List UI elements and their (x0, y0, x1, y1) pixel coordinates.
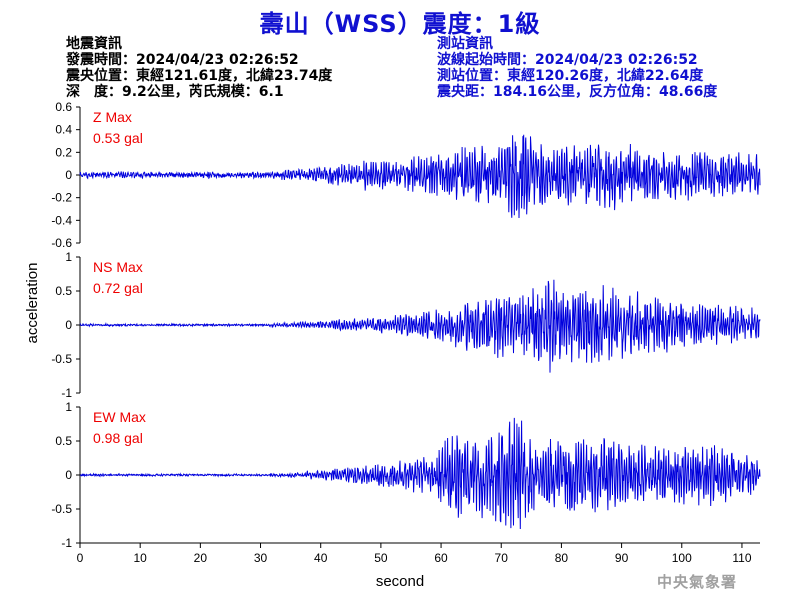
x-tick-label: 60 (434, 551, 448, 565)
waveform-ew (79, 417, 761, 530)
y-tick-label-z: 0.4 (55, 123, 72, 137)
peak-label-ew: EW Max (93, 409, 146, 425)
peak-label-z: Z Max (93, 109, 132, 125)
x-tick-label: 80 (555, 551, 569, 565)
station-info-block: 測站資訊 波線起始時間：2024/04/23 02:26:52 測站位置：東經1… (437, 36, 717, 100)
y-tick-label-ew: 1 (65, 400, 72, 414)
epicenter-location: 震央位置：東經121.61度，北緯23.74度 (66, 68, 333, 84)
peak-value-z: 0.53 gal (93, 130, 143, 146)
y-tick-label-ew: 0.5 (55, 434, 72, 448)
y-tick-label-ns: 0.5 (55, 284, 72, 298)
x-axis-title: second (376, 573, 424, 590)
x-tick-label: 70 (495, 551, 509, 565)
y-tick-label-ns: -1 (61, 386, 72, 400)
x-tick-label: 90 (615, 551, 629, 565)
x-tick-label: 20 (194, 551, 208, 565)
x-tick-label: 50 (374, 551, 388, 565)
origin-time: 發震時間：2024/04/23 02:26:52 (66, 52, 299, 68)
station-info-heading: 測站資訊 (437, 36, 493, 52)
y-tick-label-ew: -1 (61, 536, 72, 550)
y-tick-label-ew: -0.5 (51, 502, 72, 516)
depth-magnitude: 深 度：9.2公里，芮氏規模：6.1 (66, 84, 284, 100)
x-tick-label: 40 (314, 551, 328, 565)
y-tick-label-z: 0 (65, 168, 72, 182)
peak-value-ns: 0.72 gal (93, 280, 143, 296)
waveform-z (79, 134, 761, 219)
x-tick-label: 0 (77, 551, 84, 565)
x-tick-label: 30 (254, 551, 268, 565)
waveform-start-time: 波線起始時間：2024/04/23 02:26:52 (437, 52, 698, 68)
y-tick-label-ns: 1 (65, 250, 72, 264)
y-axis-title: acceleration (24, 263, 41, 344)
y-tick-label-z: -0.4 (51, 213, 72, 227)
agency-credit: 中央氣象署 (657, 573, 738, 591)
x-tick-label: 10 (133, 551, 147, 565)
y-tick-label-ew: 0 (65, 468, 72, 482)
earthquake-info-block: 地震資訊 發震時間：2024/04/23 02:26:52 震央位置：東經121… (66, 36, 332, 100)
x-tick-label: 100 (672, 551, 692, 565)
y-tick-label-z: -0.6 (51, 236, 72, 250)
waveform-ns (79, 279, 761, 373)
station-location: 測站位置：東經120.26度，北緯22.64度 (437, 68, 704, 84)
y-tick-label-ns: -0.5 (51, 352, 72, 366)
x-tick-label: 110 (732, 551, 751, 565)
peak-label-ns: NS Max (93, 259, 143, 275)
earthquake-info-heading: 地震資訊 (66, 36, 122, 52)
page-title: 壽山（WSS）震度：1級 (259, 10, 541, 38)
y-tick-label-ns: 0 (65, 318, 72, 332)
peak-value-ew: 0.98 gal (93, 430, 143, 446)
y-tick-label-z: 0.2 (55, 145, 72, 159)
y-tick-label-z: 0.6 (55, 100, 72, 114)
epicentral-distance-azimuth: 震央距：184.16公里，反方位角：48.66度 (437, 84, 718, 100)
y-tick-label-z: -0.2 (51, 191, 72, 205)
